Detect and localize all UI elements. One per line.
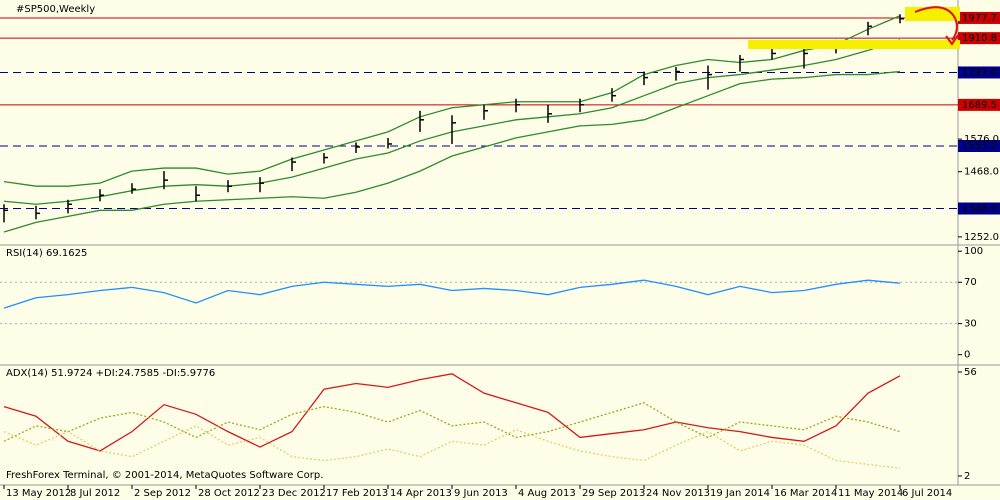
x-tick-label: 11 May 2014 bbox=[838, 488, 903, 499]
x-tick-label: 14 Apr 2013 bbox=[390, 488, 452, 499]
band-upper bbox=[3, 15, 901, 187]
x-tick-label: 19 Jan 2014 bbox=[710, 488, 770, 499]
level-label: 1553.2 bbox=[962, 141, 997, 152]
x-tick-label: 29 Sep 2013 bbox=[582, 488, 645, 499]
level-label: 1910.8 bbox=[962, 33, 997, 44]
x-tick-label: 8 Jul 2012 bbox=[70, 488, 120, 499]
highlight-zone bbox=[748, 40, 960, 49]
y-tick-label: 2 bbox=[964, 471, 970, 482]
x-tick-label: 24 Nov 2013 bbox=[646, 488, 710, 499]
x-tick-label: 9 Jun 2013 bbox=[454, 488, 508, 499]
x-tick-label: 23 Dec 2012 bbox=[262, 488, 326, 499]
forecast-arrow bbox=[914, 6, 958, 41]
level-label-box bbox=[958, 66, 1000, 79]
rsi-title: RSI(14) 69.1625 bbox=[6, 248, 87, 259]
x-tick-label: 16 Mar 2014 bbox=[774, 488, 837, 499]
indicator-line bbox=[3, 402, 901, 442]
x-tick-label: 17 Feb 2013 bbox=[326, 488, 388, 499]
x-tick-label: 2 Sep 2012 bbox=[134, 488, 191, 499]
x-tick-label: 13 May 2012 bbox=[6, 488, 71, 499]
y-tick-label: 100 bbox=[964, 246, 983, 257]
y-tick-label: 56 bbox=[964, 367, 977, 378]
chart-title: #SP500,Weekly bbox=[16, 4, 95, 15]
indicator-line bbox=[3, 373, 901, 452]
level-label: 1977.7 bbox=[962, 13, 997, 24]
footer: FreshForex Terminal, © 2001-2014, MetaQu… bbox=[6, 470, 323, 481]
level-label-box bbox=[958, 202, 1000, 215]
y-tick-label: 1468.0 bbox=[964, 167, 999, 178]
level-label-box bbox=[958, 11, 1000, 24]
x-tick-label: 4 Aug 2013 bbox=[518, 488, 576, 499]
adx-title: ADX(14) 51.9724 +DI:24.7585 -DI:5.9776 bbox=[6, 368, 215, 379]
x-tick-label: 6 Jul 2014 bbox=[902, 488, 952, 499]
y-tick-label: 70 bbox=[964, 277, 977, 288]
annotations bbox=[748, 6, 960, 49]
y-tick-label: 1576.0 bbox=[964, 134, 999, 145]
x-tick-label: 28 Oct 2012 bbox=[198, 488, 260, 499]
level-label: 1797.0 bbox=[962, 67, 997, 78]
band-lower bbox=[3, 70, 901, 233]
level-label-box bbox=[958, 98, 1000, 111]
y-tick-label: 30 bbox=[964, 319, 977, 330]
arrow-head bbox=[945, 34, 959, 46]
level-label: 1346.0 bbox=[962, 204, 997, 215]
level-label-box bbox=[958, 32, 1000, 45]
level-label-box bbox=[958, 139, 1000, 152]
level-label: 1689.5 bbox=[962, 100, 997, 111]
y-tick-label: 0 bbox=[964, 350, 970, 361]
indicator-line bbox=[3, 279, 901, 309]
y-tick-label: 1252.0 bbox=[964, 232, 999, 243]
